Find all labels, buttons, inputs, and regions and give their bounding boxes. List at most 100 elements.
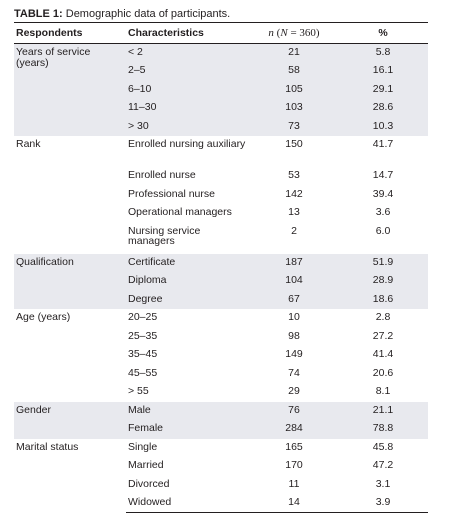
table-block: TABLE 1: Demographic data of participant… xyxy=(14,6,428,513)
count-cell: 104 xyxy=(250,272,338,291)
row-group: Age (years) 20–25 10 2.8 25–35 98 27.2 35–45 149… xyxy=(14,309,428,402)
data-table: Respondents Characteristics n (N = 360) … xyxy=(14,22,428,513)
count-cell: 53 xyxy=(288,169,300,181)
count-cell: 170 xyxy=(285,459,303,471)
count-cell: 76 xyxy=(250,401,338,420)
count-cell: 165 xyxy=(285,440,303,453)
table-header: Respondents Characteristics n (N = 360) … xyxy=(14,22,428,44)
table-row: 11–30 103 28.6 xyxy=(14,99,428,118)
respondent-cell: Gender xyxy=(14,401,126,439)
percent-cell: 6.0 xyxy=(375,224,391,237)
table-row: Female 284 78.8 xyxy=(14,420,428,439)
percent-cell: 8.1 xyxy=(375,385,391,397)
characteristic-cell: Operational managers xyxy=(128,206,232,218)
count-cell: 2 xyxy=(291,224,297,237)
percent-cell: 21.1 xyxy=(338,401,428,420)
characteristic-cell: Enrolled nursing auxiliary xyxy=(128,138,246,150)
percent-cell: 5.8 xyxy=(338,43,428,62)
percent-cell: 51.9 xyxy=(338,253,428,272)
percent-cell: 3.9 xyxy=(338,494,428,513)
row-group: Marital status Single 165 45.8 Married 170 47.… xyxy=(14,439,428,513)
percent-cell: 39.4 xyxy=(372,187,394,200)
characteristic-cell: Certificate xyxy=(126,253,250,272)
table-row: > 55 29 8.1 xyxy=(14,383,428,402)
table-row: 35–45 149 41.4 xyxy=(14,346,428,365)
row-group: Rank Enrolled nursing auxiliary 150 41.7 Enr… xyxy=(14,136,428,254)
caption-label: TABLE 1: xyxy=(14,8,63,20)
table-row: Age (years) 20–25 10 2.8 xyxy=(14,309,428,328)
table-row: Gender Male 76 21.1 xyxy=(14,401,428,439)
characteristic-cell: Married xyxy=(128,459,164,471)
characteristic-cell: Male xyxy=(126,401,250,420)
header-cell: Respondents xyxy=(14,22,126,44)
characteristic-cell: Divorced xyxy=(128,477,170,490)
count-cell: 13 xyxy=(288,206,300,218)
characteristic-cell: Diploma xyxy=(126,272,250,291)
table-row: Operational managers 13 3.6 xyxy=(14,204,428,223)
table-row: Degree 67 18.6 xyxy=(14,290,428,309)
respondent-cell: Years of service (years) xyxy=(14,43,126,136)
caption-text: Demographic data of participants. xyxy=(65,8,231,20)
percent-cell: 14.7 xyxy=(372,169,394,181)
characteristic-cell: Nursing service managers xyxy=(128,224,201,247)
count-cell: 14 xyxy=(250,494,338,513)
count-cell: 58 xyxy=(250,62,338,81)
characteristic-cell: 11–30 xyxy=(126,99,250,118)
respondent-cell: Qualification xyxy=(14,253,126,309)
count-cell: 29 xyxy=(288,385,300,397)
count-cell: 150 xyxy=(285,138,303,150)
table-row: Qualification Certificate 187 51.9 xyxy=(14,253,428,309)
percent-cell: 2.8 xyxy=(375,311,391,323)
table-row: > 30 73 10.3 xyxy=(14,117,428,136)
count-cell: 187 xyxy=(250,253,338,272)
characteristic-cell: Professional nurse xyxy=(128,187,215,200)
percent-cell: 10.3 xyxy=(338,117,428,136)
percent-cell: 18.6 xyxy=(338,290,428,309)
table-row: Professional nurse 142 39.4 xyxy=(14,186,428,205)
percent-cell: 3.1 xyxy=(375,477,391,490)
percent-cell: 27.2 xyxy=(372,329,394,342)
count-cell: 98 xyxy=(288,329,300,342)
table-row: Divorced 11 3.1 xyxy=(14,476,428,495)
characteristic-cell: Degree xyxy=(126,290,250,309)
count-cell: 149 xyxy=(285,348,303,360)
percent-cell: 28.6 xyxy=(338,99,428,118)
row-group: Years of service (years) < 2 21 5.8 2–5 58 16.… xyxy=(14,43,428,136)
count-cell: 74 xyxy=(288,366,300,379)
characteristic-cell: Female xyxy=(126,420,250,439)
table-row: 25–35 98 27.2 xyxy=(14,328,428,347)
characteristic-cell: > 30 xyxy=(126,117,250,136)
table-row: 45–55 74 20.6 xyxy=(14,365,428,384)
table-row: Widowed 14 3.9 xyxy=(14,494,428,513)
table-row: Marital status Single 165 45.8 xyxy=(14,439,428,458)
characteristic-cell: Single xyxy=(128,440,158,453)
characteristic-cell: > 55 xyxy=(128,385,149,397)
percent-cell: 20.6 xyxy=(372,366,394,379)
row-group: Gender Male 76 21.1 Female 284 78.8 xyxy=(14,401,428,439)
table-row: Nursing service managers 2 6.0 xyxy=(14,223,428,254)
respondent-cell: Marital status xyxy=(16,440,79,453)
table-row: Married 170 47.2 xyxy=(14,457,428,476)
percent-cell: 28.9 xyxy=(338,272,428,291)
percent-cell: 41.7 xyxy=(372,138,394,150)
percent-cell: 29.1 xyxy=(338,80,428,99)
characteristic-cell: 25–35 xyxy=(128,329,158,342)
respondent-cell: Rank xyxy=(16,138,41,150)
count-cell: 11 xyxy=(288,477,300,490)
table-row: 2–5 58 16.1 xyxy=(14,62,428,81)
row-group: Qualification Certificate 187 51.9 Diploma 10… xyxy=(14,253,428,309)
header-part: ( xyxy=(273,27,281,39)
characteristic-cell: 35–45 xyxy=(128,348,158,360)
count-cell: 10 xyxy=(288,311,300,323)
characteristic-cell: < 2 xyxy=(126,43,250,62)
characteristic-cell: Enrolled nurse xyxy=(128,169,196,181)
count-cell: 21 xyxy=(250,43,338,62)
header-cell: Characteristics xyxy=(126,22,250,44)
percent-cell: 3.6 xyxy=(375,206,391,218)
percent-cell: 16.1 xyxy=(338,62,428,81)
header-row: Respondents Characteristics n (N = 360) … xyxy=(14,22,428,44)
header-part: N xyxy=(280,27,288,39)
percent-cell: 78.8 xyxy=(338,420,428,439)
table-row: Diploma 104 28.9 xyxy=(14,272,428,291)
